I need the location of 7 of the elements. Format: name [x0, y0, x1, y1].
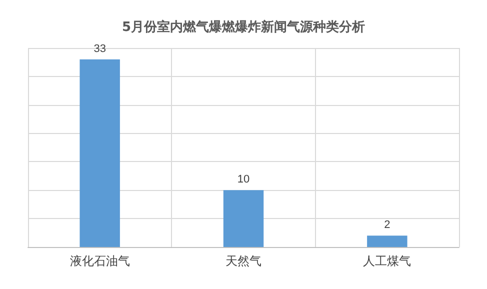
data-label: 33	[94, 42, 106, 55]
chart-title: 5月份室内燃气爆燃爆炸新闻气源种类分析	[122, 19, 366, 35]
x-tick-label: 人工煤气	[363, 254, 412, 268]
x-tick-label: 液化石油气	[70, 254, 130, 268]
data-label: 2	[384, 219, 390, 232]
data-label: 10	[237, 174, 250, 186]
x-tick-label: 天然气	[226, 254, 262, 268]
